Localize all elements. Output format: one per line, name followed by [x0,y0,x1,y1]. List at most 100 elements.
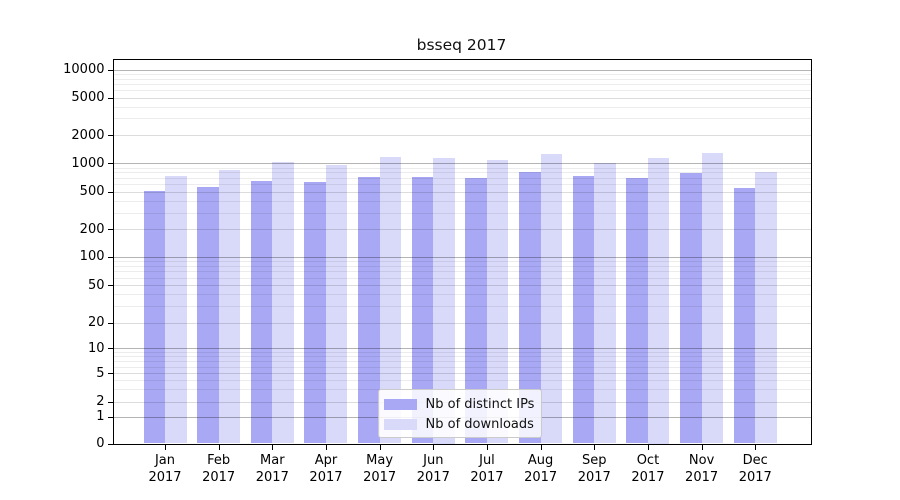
y-tick-label: 20 [87,315,105,331]
bar-downloads [540,153,563,444]
y-gridline-minor [112,90,811,92]
y-gridline-minor [112,380,811,382]
x-tick-mark [701,444,703,450]
y-gridline-minor [112,356,811,358]
x-tick-label: Jan 2017 [148,452,182,485]
x-tick-mark [325,444,327,450]
x-tick-mark [755,444,757,450]
bar-downloads [325,164,348,444]
bar-distinct-ips [519,172,541,444]
bar-distinct-ips [197,187,219,444]
y-gridline-minor [112,78,811,80]
spine-left [112,59,114,445]
y-tick-label: 5000 [71,90,105,106]
x-tick-mark [486,444,488,450]
bar-distinct-ips [626,177,648,444]
y-gridline-major [112,256,811,258]
bar-distinct-ips [680,173,702,444]
bar-downloads [379,156,402,444]
y-gridline-minor [112,294,811,296]
x-tick-mark [433,444,435,450]
x-tick-label: Nov 2017 [685,452,719,485]
bar-distinct-ips [358,176,380,444]
y-gridline-major [112,69,811,71]
y-gridline-sub [112,322,811,324]
y-gridline-minor [112,306,811,308]
y-tick-mark [107,191,113,193]
y-tick-label: 10 [87,340,105,356]
x-tick-label: Feb 2017 [202,452,236,485]
y-tick-label: 10000 [63,62,105,78]
bar-downloads [755,172,777,444]
y-tick-mark [107,97,113,99]
bar-distinct-ips [465,177,487,444]
y-gridline-minor [112,265,811,267]
y-tick-mark [107,163,113,165]
y-tick-label: 1 [96,409,105,425]
legend-swatch-downloads [383,419,417,430]
y-gridline-minor [112,352,811,354]
y-tick-mark [107,135,113,136]
bar-downloads [486,159,509,444]
bar-downloads [272,162,294,444]
y-tick-label: 200 [79,221,105,237]
y-gridline-sub [112,97,811,99]
x-tick-mark [379,444,381,450]
bar-downloads [594,162,616,444]
y-gridline-major [112,163,811,165]
y-tick-mark [107,322,113,324]
bar-distinct-ips [572,176,595,444]
y-gridline-minor [112,172,811,174]
legend-item-downloads: Nb of downloads [383,415,541,435]
y-tick-label: 100 [79,249,105,265]
x-tick-label: Jun 2017 [416,452,450,485]
y-gridline-minor [112,361,811,363]
x-tick-label: Mar 2017 [255,452,289,485]
x-tick-mark [165,444,166,450]
bar-distinct-ips [143,190,165,444]
spine-bottom [112,443,812,445]
y-gridline-major [112,348,811,350]
plot-area [112,59,811,444]
bar-downloads [433,157,455,444]
bar-distinct-ips [250,181,273,444]
x-tick-label: Jul 2017 [470,452,504,485]
y-gridline-sub [112,285,811,286]
y-tick-mark [107,348,113,350]
y-tick-mark [107,69,113,71]
y-tick-label: 2 [96,394,105,410]
y-tick-mark [107,373,113,375]
y-tick-mark [107,401,113,403]
y-tick-mark [107,285,113,286]
bar-downloads [218,170,241,444]
spine-top [112,59,812,60]
y-tick-label: 2000 [71,127,105,143]
y-gridline-minor [112,73,811,75]
bar-downloads [701,152,724,444]
legend-swatch-distinct-ips [383,399,417,410]
x-tick-mark [540,444,542,450]
y-gridline-sub [112,135,811,136]
y-gridline-minor [112,277,811,279]
y-gridline-sub [112,229,811,231]
x-tick-label: Dec 2017 [738,452,772,485]
y-tick-label: 1000 [71,155,105,171]
y-gridline-minor [112,366,811,368]
x-tick-mark [647,444,649,450]
bar-downloads [165,176,187,444]
y-gridline-minor [112,167,811,169]
x-tick-mark [272,444,274,450]
x-tick-mark [594,444,596,450]
y-gridline-sub [112,191,811,193]
x-tick-label: May 2017 [363,452,397,485]
legend-label-downloads: Nb of downloads [425,417,534,432]
legend-label-distinct-ips: Nb of distinct IPs [425,397,535,412]
y-tick-mark [107,256,113,258]
y-tick-label: 50 [87,277,105,293]
bar-distinct-ips [733,187,756,444]
x-tick-label: Sep 2017 [577,452,611,485]
y-gridline-minor [112,118,811,120]
x-tick-mark [218,444,220,450]
y-tick-label: 500 [79,184,105,200]
